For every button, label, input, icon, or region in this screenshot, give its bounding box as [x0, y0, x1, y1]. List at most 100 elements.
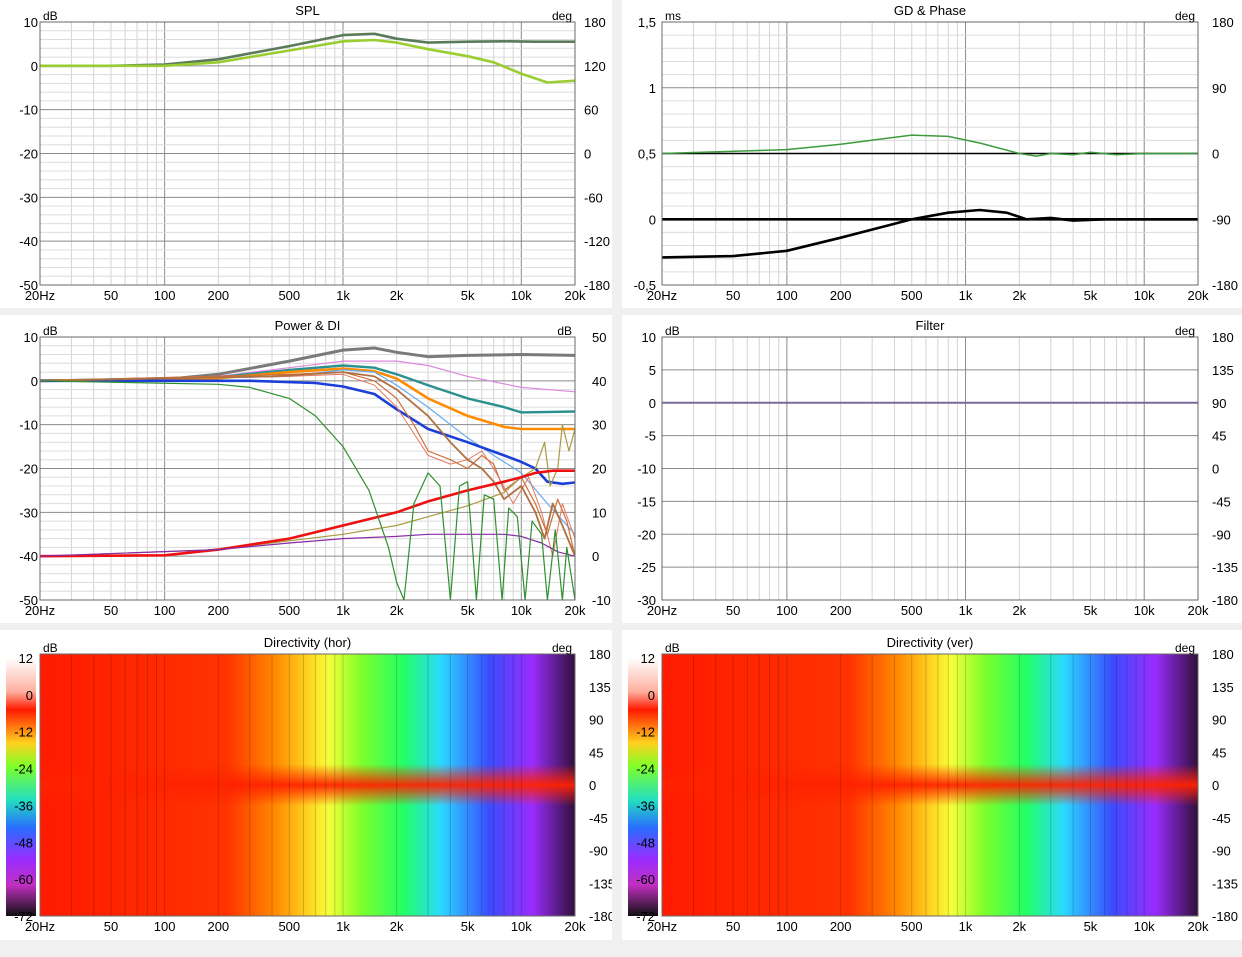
y-left-tick-label: 0	[31, 59, 38, 74]
series-line-7	[40, 371, 575, 557]
y-right-tick-label: 50	[592, 330, 606, 345]
x-tick-label: 100	[154, 288, 176, 303]
x-tick-label: 5k	[1084, 603, 1098, 618]
y-left-tick-label: 12	[641, 651, 655, 666]
plot-frame	[39, 653, 576, 917]
x-tick-label: 50	[104, 603, 118, 618]
y-left-tick-label: 10	[642, 330, 656, 345]
y-right-tick-label: 90	[589, 713, 603, 728]
y-left-tick-label: 0	[649, 396, 656, 411]
y-left-tick-label: -12	[14, 725, 33, 740]
y-left-tick-label: -10	[19, 103, 38, 118]
x-tick-label: 200	[830, 919, 852, 934]
x-tick-label: 20k	[1188, 603, 1209, 618]
y-left-tick-label: 12	[19, 651, 33, 666]
x-tick-label: 20k	[1188, 919, 1209, 934]
y-right-tick-label: 40	[592, 374, 606, 389]
y-right-tick-label: -135	[1212, 876, 1238, 891]
series-line-4	[40, 367, 575, 431]
x-tick-label: 200	[207, 288, 229, 303]
series-line-3	[40, 364, 575, 414]
x-tick-label: 5k	[1084, 919, 1098, 934]
y-right-tick-label: 180	[1212, 330, 1234, 345]
x-tick-label: 500	[901, 919, 923, 934]
chart-title: Power & DI	[275, 318, 341, 333]
series-line-2	[40, 360, 575, 393]
y-left-tick-label: 0	[649, 212, 656, 227]
x-tick-label: 100	[154, 919, 176, 934]
y-right-tick-label: 0	[1212, 462, 1219, 477]
y-left-tick-label: -20	[19, 462, 38, 477]
x-tick-label: 2k	[1012, 288, 1026, 303]
x-tick-label: 10k	[511, 288, 532, 303]
x-tick-label: 100	[776, 919, 798, 934]
series-group	[40, 32, 575, 84]
y-right-tick-label: 20	[592, 462, 606, 477]
y-right-tick-label: 0	[592, 549, 599, 564]
chart-panel-power-di: Power & DI dB dB 20Hz 50 100 200 500 1k 2k 5k 10k 20…	[0, 315, 612, 623]
x-tick-label: 20Hz	[25, 288, 55, 303]
y-right-tick-label: 135	[589, 680, 611, 695]
y-right-tick-label: -180	[589, 909, 612, 924]
y-right-tick-label: -90	[589, 844, 608, 859]
y-left-tick-label: -60	[14, 872, 33, 887]
heatmap-axis-lobe	[40, 654, 575, 916]
heatmap-axis-lobe	[662, 654, 1198, 916]
x-tick-label: 2k	[390, 603, 404, 618]
y-right-tick-label: 90	[1212, 396, 1226, 411]
y-right-tick-label: 10	[592, 505, 606, 520]
y-left-tick-label: -50	[19, 593, 38, 608]
y-left-tick-label: -30	[19, 505, 38, 520]
x-tick-label: 5k	[461, 603, 475, 618]
x-tick-label: 500	[278, 919, 300, 934]
y-right-tick-label: -135	[589, 876, 612, 891]
y-right-tick-label: -180	[584, 278, 610, 293]
series-line-3	[662, 134, 1198, 157]
x-tick-label: 1k	[959, 603, 973, 618]
x-tick-label: 200	[830, 288, 852, 303]
x-tick-label: 200	[207, 603, 229, 618]
y-right-tick-label: 0	[1212, 147, 1219, 162]
left-axis-unit: dB	[665, 324, 680, 338]
y-left-tick-label: -30	[19, 190, 38, 205]
series-line-9	[40, 371, 575, 557]
right-axis-unit: deg	[552, 641, 572, 655]
y-left-tick-label: 1	[649, 81, 656, 96]
x-tick-label: 5k	[1084, 288, 1098, 303]
y-left-tick-label: -15	[637, 494, 656, 509]
y-right-tick-label: 0	[584, 147, 591, 162]
y-right-tick-label: 30	[592, 418, 606, 433]
x-tick-label: 10k	[1134, 288, 1155, 303]
grid	[661, 654, 1199, 916]
y-right-tick-label: 180	[1212, 647, 1234, 662]
plot-frame	[39, 336, 576, 601]
y-left-tick-label: 5	[649, 363, 656, 378]
chart-dir-ver: Directivity (ver) dB deg 20Hz 50 100 200 500 1k 2…	[628, 635, 1238, 934]
x-tick-label: 100	[776, 288, 798, 303]
y-right-tick-label: -180	[1212, 278, 1238, 293]
y-left-tick-label: -36	[636, 798, 655, 813]
x-tick-label: 20Hz	[647, 919, 677, 934]
right-axis-unit: deg	[1175, 9, 1195, 23]
y-left-tick-label: -5	[644, 429, 656, 444]
y-left-tick-label: -72	[14, 909, 33, 924]
x-tick-label: 20Hz	[647, 603, 677, 618]
x-tick-label: 50	[726, 919, 740, 934]
x-tick-label: 1k	[959, 288, 973, 303]
grid	[39, 336, 576, 601]
plot-frame	[661, 653, 1199, 917]
grid	[39, 654, 576, 916]
y-right-tick-label: -90	[1212, 527, 1231, 542]
y-left-tick-label: -48	[14, 835, 33, 850]
y-left-tick-label: 1,5	[638, 15, 656, 30]
y-left-tick-label: -50	[19, 278, 38, 293]
x-tick-label: 20k	[565, 603, 586, 618]
y-right-tick-label: 180	[589, 647, 611, 662]
chart-title: GD & Phase	[894, 3, 966, 18]
series-line-6	[40, 379, 575, 486]
x-tick-label: 20k	[565, 919, 586, 934]
chart-panel-spl: SPL dB deg 20Hz 50 100 200 500 1k 2k 5k 10k 20k 10 0 -1…	[0, 0, 612, 308]
y-left-tick-label: -36	[14, 798, 33, 813]
y-left-tick-label: 0	[26, 688, 33, 703]
